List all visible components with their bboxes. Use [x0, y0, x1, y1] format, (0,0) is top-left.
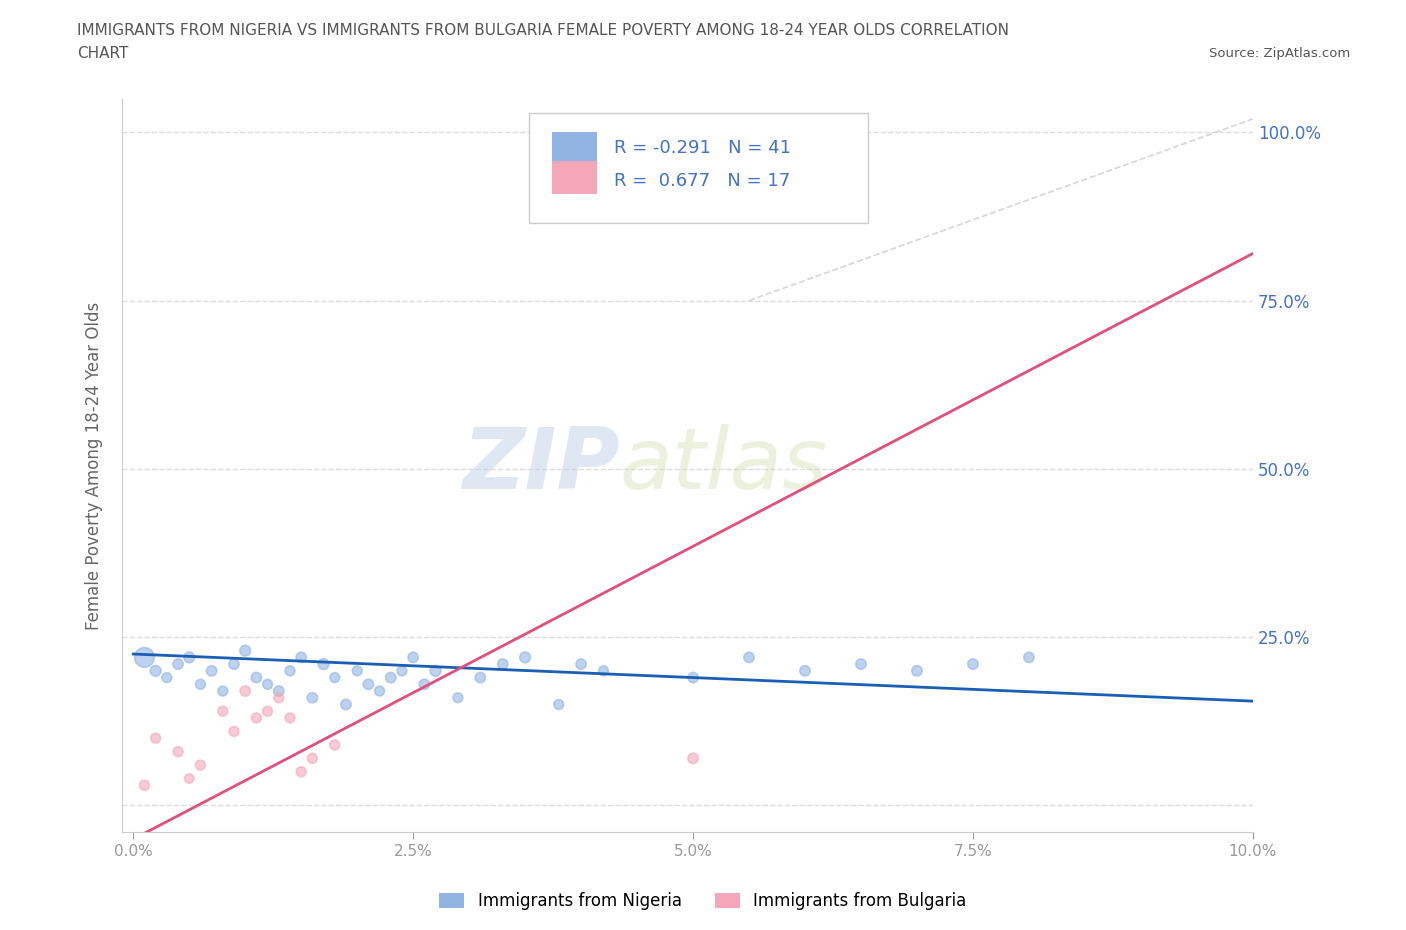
Point [245, 671, 267, 685]
FancyBboxPatch shape [529, 113, 869, 223]
Point [346, 663, 368, 678]
Point [682, 751, 704, 765]
Point [547, 698, 569, 712]
Point [167, 657, 190, 671]
Point [682, 671, 704, 685]
Text: CHART: CHART [77, 46, 129, 61]
Point [256, 677, 278, 692]
Point [738, 650, 761, 665]
Text: ZIP: ZIP [463, 424, 620, 507]
Point [267, 684, 290, 698]
FancyBboxPatch shape [551, 161, 598, 194]
Point [134, 650, 156, 665]
Point [962, 657, 984, 671]
Point [278, 711, 301, 725]
Point [134, 777, 156, 792]
Point [357, 677, 380, 692]
Point [569, 657, 592, 671]
Point [145, 731, 167, 746]
Point [245, 711, 267, 725]
Text: IMMIGRANTS FROM NIGERIA VS IMMIGRANTS FROM BULGARIA FEMALE POVERTY AMONG 18-24 Y: IMMIGRANTS FROM NIGERIA VS IMMIGRANTS FR… [77, 23, 1010, 38]
Point [323, 737, 346, 752]
Point [492, 657, 515, 671]
Point [179, 771, 201, 786]
Point [201, 663, 224, 678]
Point [278, 663, 301, 678]
Point [447, 690, 470, 705]
Text: R = -0.291   N = 41: R = -0.291 N = 41 [614, 139, 792, 157]
Point [290, 764, 312, 779]
Point [905, 663, 928, 678]
Point [335, 698, 357, 712]
Point [267, 690, 290, 705]
Point [167, 744, 190, 759]
Point [145, 663, 167, 678]
Point [592, 663, 614, 678]
Point [323, 671, 346, 685]
Point [156, 671, 179, 685]
Text: Source: ZipAtlas.com: Source: ZipAtlas.com [1209, 46, 1350, 60]
Point [380, 671, 402, 685]
Point [391, 663, 413, 678]
Point [190, 758, 212, 773]
Point [301, 751, 323, 765]
Text: R =  0.677   N = 17: R = 0.677 N = 17 [614, 172, 790, 190]
Point [222, 657, 245, 671]
Y-axis label: Female Poverty Among 18-24 Year Olds: Female Poverty Among 18-24 Year Olds [86, 301, 103, 630]
Point [222, 724, 245, 738]
Text: atlas: atlas [620, 424, 828, 507]
Point [513, 650, 536, 665]
Point [794, 663, 817, 678]
Point [233, 684, 256, 698]
Point [290, 650, 312, 665]
Point [402, 650, 425, 665]
Point [211, 684, 233, 698]
Point [256, 704, 278, 719]
Point [849, 657, 872, 671]
Legend: Immigrants from Nigeria, Immigrants from Bulgaria: Immigrants from Nigeria, Immigrants from… [433, 885, 973, 917]
Point [179, 650, 201, 665]
Point [413, 677, 436, 692]
Point [211, 704, 233, 719]
FancyBboxPatch shape [551, 132, 598, 165]
Point [470, 671, 492, 685]
Point [190, 677, 212, 692]
Point [368, 684, 391, 698]
Point [849, 125, 872, 140]
Point [233, 644, 256, 658]
Point [1018, 650, 1040, 665]
Point [301, 690, 323, 705]
Point [312, 657, 335, 671]
Point [425, 663, 447, 678]
